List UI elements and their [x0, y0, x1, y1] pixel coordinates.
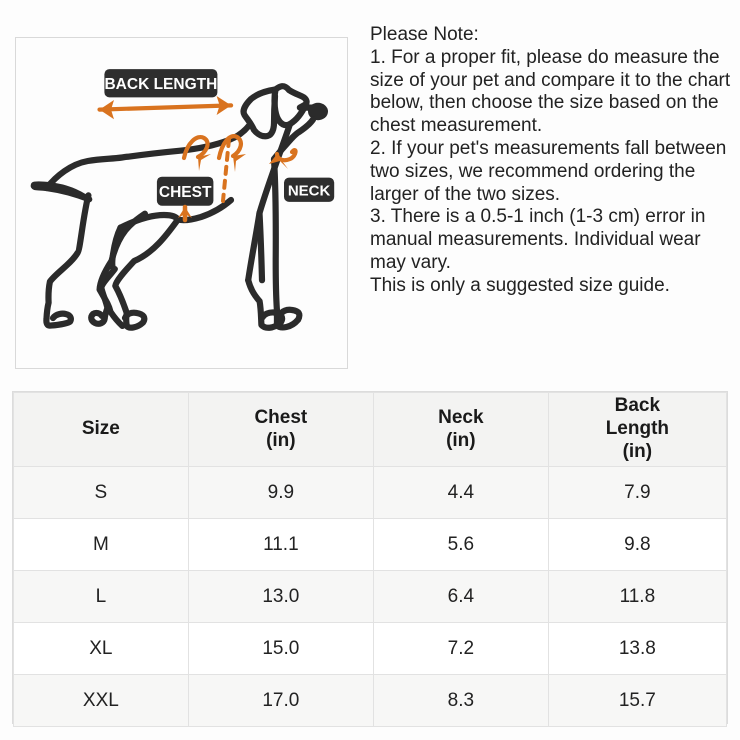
svg-text:NECK: NECK — [288, 182, 331, 199]
svg-text:CHEST: CHEST — [159, 184, 212, 201]
svg-text:BACK LENGTH: BACK LENGTH — [104, 76, 217, 93]
